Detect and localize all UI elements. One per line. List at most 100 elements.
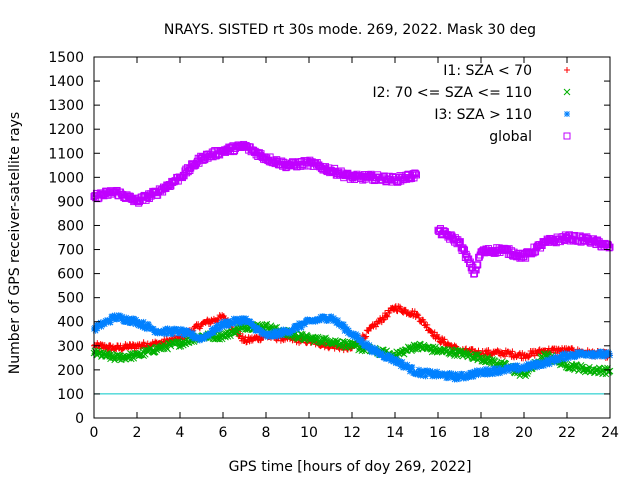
scatter-mark [257,327,264,334]
scatter-mark [169,331,176,338]
scatter-mark [470,270,478,278]
scatter-mark [412,170,420,178]
scatter-mark [532,359,539,366]
scatter-mark [376,348,383,355]
scatter-mark [433,373,440,380]
scatter-mark [606,350,613,357]
scatter-mark [489,371,496,378]
scatter-mark [345,327,352,334]
scatter-mark [531,363,538,370]
y-tick-label: 0 [75,411,84,427]
scatter-mark [560,356,567,363]
scatter-mark [264,334,271,341]
scatter-mark [322,334,329,342]
scatter-mark [174,337,182,345]
x-tick-label: 8 [262,425,271,441]
scatter-mark [551,359,558,366]
scatter-mark [571,362,579,370]
scatter-mark [584,351,591,358]
scatter-mark [600,350,607,357]
scatter-mark [237,315,244,322]
scatter-mark [530,359,537,366]
y-tick-label: 700 [57,243,84,259]
scatter-mark [581,234,589,242]
scatter-mark [366,342,373,349]
scatter-mark [595,352,602,359]
scatter-mark [316,317,323,324]
scatter-mark [94,325,101,332]
x-tick-label: 22 [558,425,576,441]
scatter-mark [314,333,322,341]
scatter-mark [369,344,376,351]
scatter-mark [124,316,131,323]
scatter-mark [143,326,150,333]
scatter-mark [411,169,419,177]
axis-layer: 0 2 4 6 8 10 12 14 16 18 20 22 240100200300400500600… [48,50,619,441]
scatter-mark [380,317,387,324]
scatter-mark [239,319,246,326]
scatter-mark [387,357,394,364]
scatter-mark [387,355,394,362]
y-tick-label: 400 [57,315,84,331]
scatter-mark [127,320,134,327]
scatter-mark [105,346,112,353]
scatter-mark [344,330,351,337]
scatter-mark [397,363,404,370]
x-tick-label: 24 [601,425,619,441]
scatter-mark [271,333,278,340]
scatter-mark [107,319,114,326]
scatter-mark [575,350,582,357]
y-axis-label: Number of GPS receiver-satellite rays [7,112,23,374]
x-tick-label: 6 [219,425,228,441]
legend-marker [564,111,570,117]
y-tick-label: 300 [57,339,84,355]
y-tick-label: 1200 [48,122,84,138]
scatter-mark [381,316,388,323]
scatter-mark [201,335,208,342]
legend-marker [563,88,571,96]
scatter-mark [497,370,504,377]
x-tick-label: 4 [176,425,185,441]
scatter-mark [371,349,378,356]
x-tick-label: 10 [300,425,318,441]
scatter-mark [434,368,441,375]
scatter-mark [541,360,548,367]
series-4 [90,140,614,278]
scatter-mark [318,316,325,323]
scatter-mark [230,315,237,322]
scatter-mark [576,352,583,359]
scatter-mark [224,318,231,325]
scatter-mark [433,348,441,356]
scatter-mark [385,352,392,359]
scatter-mark [277,327,284,334]
scatter-mark [404,361,411,368]
scatter-mark [406,368,413,375]
scatter-mark [468,369,475,376]
scatter-mark [506,368,513,375]
scatter-mark [572,353,579,360]
scatter-mark [142,322,149,329]
scatter-mark [397,305,404,312]
scatter-mark [334,317,341,324]
scatter-mark [448,370,455,377]
scatter-mark [399,358,406,365]
scatter-mark [101,321,108,328]
scatter-mark [278,332,285,339]
scatter-mark [415,314,422,321]
scatter-mark [383,355,390,362]
y-tick-label: 100 [57,387,84,403]
scatter-mark [415,312,422,319]
scatter-mark [296,320,303,327]
scatter-mark [281,327,288,334]
legend-marker [563,132,571,140]
scatter-mark [455,376,462,383]
scatter-mark [534,364,541,371]
scatter-mark [321,313,328,320]
scatter-mark [414,311,421,318]
x-tick-label: 0 [90,425,99,441]
scatter-mark [435,334,442,341]
scatter-mark [190,329,197,336]
scatter-mark [384,313,391,320]
y-tick-label: 900 [57,194,84,210]
scatter-mark [509,348,516,355]
